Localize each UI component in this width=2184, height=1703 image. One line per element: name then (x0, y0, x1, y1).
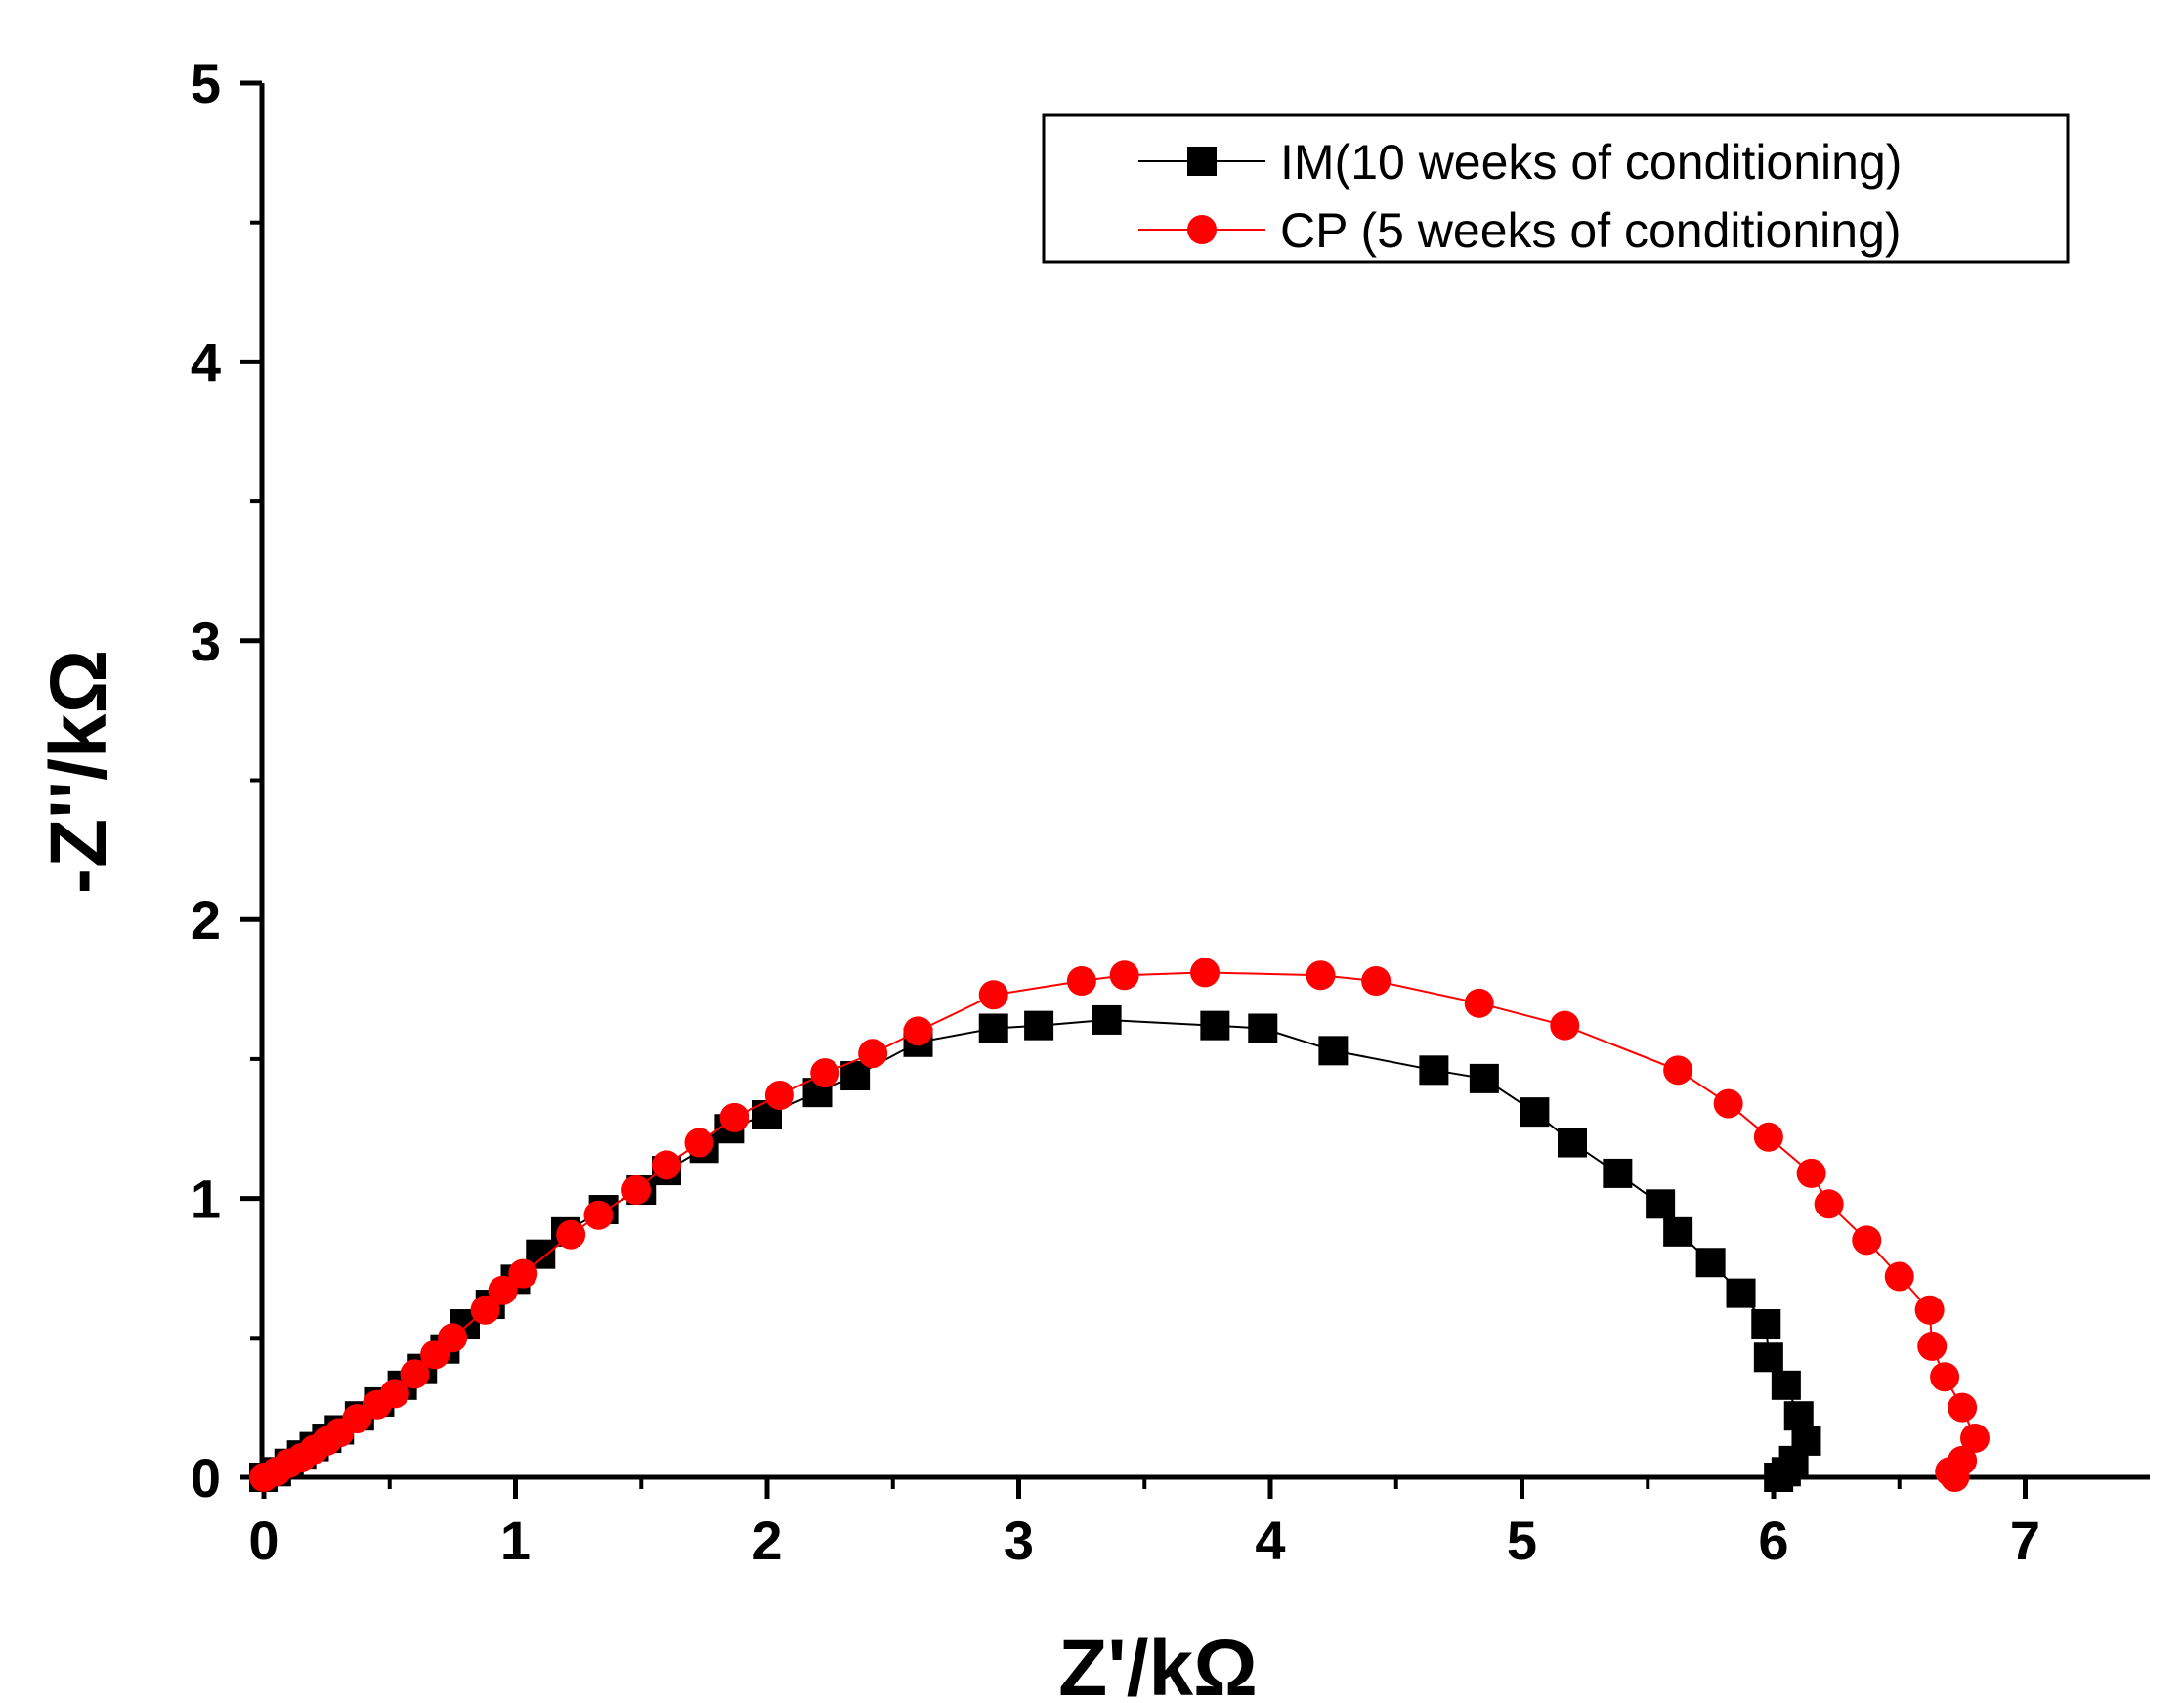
data-point (719, 1102, 749, 1132)
data-point (858, 1039, 888, 1069)
data-point (1646, 1189, 1676, 1219)
data-point (1753, 1122, 1783, 1152)
data-point (1248, 1013, 1278, 1043)
y-tick-label: 4 (191, 331, 221, 393)
series-cp (249, 958, 1990, 1492)
data-point (1884, 1261, 1914, 1292)
x-tick-label: 4 (1255, 1510, 1285, 1571)
data-point (1361, 965, 1392, 996)
data-point (840, 1061, 871, 1091)
data-point (1713, 1088, 1743, 1119)
data-point (1771, 1370, 1801, 1400)
x-axis-title: Z'/kΩ (1058, 1624, 1258, 1703)
y-tick-label: 3 (191, 611, 221, 672)
data-point (1550, 1010, 1580, 1041)
y-tick-label: 5 (191, 53, 221, 114)
y-tick-label: 2 (191, 889, 221, 951)
data-point (1917, 1331, 1948, 1361)
series-layer (249, 958, 1990, 1492)
series-line (263, 971, 1977, 1478)
y-tick-label: 1 (191, 1169, 221, 1230)
data-point (621, 1175, 652, 1206)
data-point (1940, 1463, 1970, 1492)
data-point (379, 1379, 409, 1409)
legend-marker (1187, 215, 1217, 244)
data-point (652, 1150, 681, 1180)
data-point (1190, 958, 1220, 988)
legend-label: CP (5 weeks of conditioning) (1280, 203, 1902, 258)
data-point (583, 1200, 614, 1230)
data-point (764, 1081, 794, 1111)
data-point (1024, 1010, 1054, 1041)
data-point (1318, 1036, 1349, 1066)
data-point (1753, 1342, 1783, 1373)
data-point (978, 1013, 1008, 1043)
data-point (1695, 1248, 1726, 1278)
data-point (1852, 1225, 1882, 1256)
data-point (1914, 1295, 1945, 1325)
data-point (1663, 1216, 1693, 1247)
data-point (1796, 1158, 1826, 1188)
data-point (1469, 1063, 1499, 1093)
x-tick-label: 5 (1507, 1510, 1537, 1571)
data-point (488, 1275, 518, 1305)
data-point (1306, 960, 1336, 991)
legend-marker (1187, 147, 1217, 176)
x-tick-label: 6 (1758, 1510, 1788, 1571)
legend: IM(10 weeks of conditioning) CP (5 weeks … (1042, 113, 2070, 264)
data-point (1663, 1055, 1693, 1086)
x-tick-label: 1 (500, 1510, 531, 1571)
data-point (1764, 1463, 1794, 1492)
data-point (1109, 960, 1139, 991)
data-point (556, 1219, 586, 1250)
data-point (1603, 1158, 1633, 1188)
data-point (978, 980, 1008, 1010)
data-point (1930, 1362, 1960, 1392)
data-point (684, 1128, 714, 1158)
data-point (470, 1295, 500, 1325)
series-im (249, 1004, 1821, 1492)
data-point (810, 1058, 840, 1088)
x-tick-label: 3 (1004, 1510, 1034, 1571)
y-tick-label: 0 (191, 1447, 221, 1509)
data-point (1558, 1128, 1587, 1158)
x-tick-label: 0 (248, 1510, 278, 1571)
data-point (1751, 1309, 1781, 1340)
data-point (1948, 1392, 1978, 1423)
data-point (1464, 988, 1494, 1018)
x-tick-label: 7 (2010, 1510, 2040, 1571)
data-point (1200, 1010, 1230, 1041)
data-point (1726, 1278, 1756, 1308)
data-point (1814, 1189, 1844, 1219)
data-point (1520, 1097, 1550, 1128)
data-point (400, 1359, 430, 1389)
axes: 0 1 2 3 4 5 0 1 2 3 4 5 6 7 (191, 53, 2150, 1571)
data-point (438, 1323, 468, 1353)
legend-label: IM(10 weeks of conditioning) (1280, 135, 1902, 190)
data-point (1419, 1055, 1449, 1086)
data-point (1783, 1401, 1814, 1431)
x-tick-label: 2 (751, 1510, 782, 1571)
series-line (263, 1018, 1808, 1478)
data-point (1960, 1424, 1990, 1454)
data-point (1066, 965, 1096, 996)
data-point (903, 1016, 933, 1046)
data-point (1092, 1004, 1122, 1035)
data-point (508, 1258, 538, 1289)
y-axis-title: -Z''/kΩ (34, 650, 123, 895)
